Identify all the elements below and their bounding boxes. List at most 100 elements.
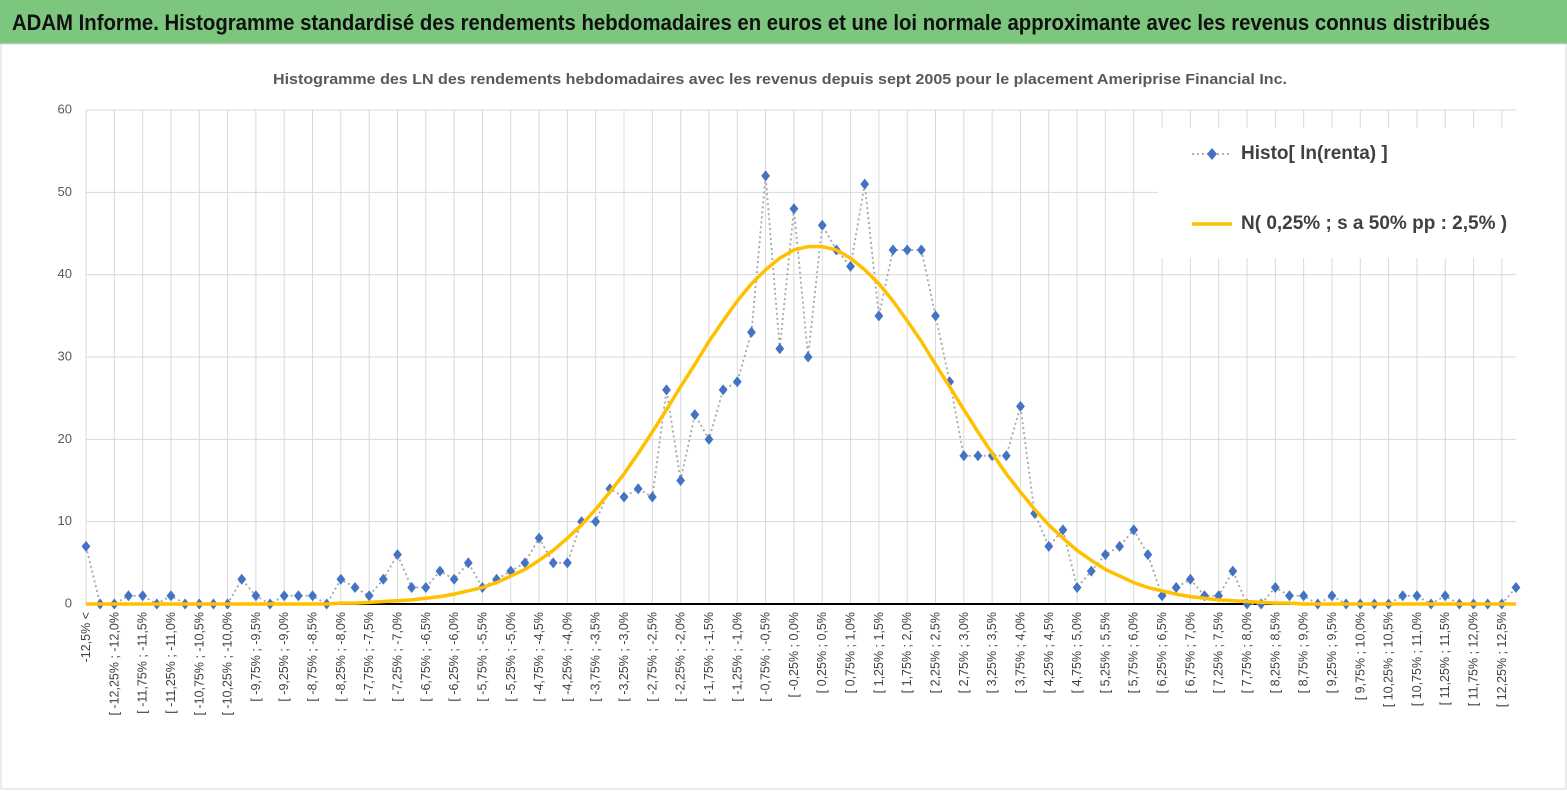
data-point	[1115, 540, 1124, 552]
data-point	[662, 384, 671, 396]
data-point	[1440, 590, 1450, 602]
y-tick-label: 10	[58, 513, 72, 528]
x-tick-label: [ -11,75% ; -11,5%	[136, 612, 150, 714]
data-point	[251, 590, 261, 602]
data-point	[138, 590, 148, 602]
legend-label: N( 0,25% ; s a 50% pp : 2,5% )	[1241, 213, 1507, 234]
data-point	[1086, 565, 1096, 577]
data-point	[336, 573, 346, 585]
y-tick-label: 0	[65, 595, 72, 610]
x-tick-label: [ -3,75% ; -3,5%	[589, 612, 603, 702]
x-tick-label: [ 6,25% ; 6,5%	[1155, 612, 1169, 693]
x-tick-label: [ -8,75% ; -8,5%	[306, 612, 320, 702]
x-tick-label: [ -10,25% ; -10,0%	[221, 612, 235, 716]
data-point	[308, 590, 317, 602]
data-point	[591, 516, 601, 528]
data-point	[1101, 549, 1110, 561]
x-tick-label: [ -7,75% ; -7,5%	[362, 612, 376, 702]
x-tick-label: [ 9,75% ; 10,0%	[1353, 612, 1367, 700]
data-point	[775, 343, 785, 355]
data-point	[718, 384, 728, 396]
x-tick-label: [ -2,25% ; -2,0%	[674, 612, 688, 702]
x-tick-label: [ 5,25% ; 5,5%	[1098, 612, 1112, 693]
data-point	[1044, 540, 1054, 552]
x-tick-label: [ 3,25% ; 3,5%	[985, 612, 999, 693]
data-point	[761, 170, 771, 182]
data-point	[647, 491, 657, 503]
data-point	[421, 582, 431, 594]
data-point	[1228, 565, 1238, 577]
y-tick-label: 60	[58, 101, 72, 116]
data-point	[166, 590, 176, 602]
data-point	[1171, 582, 1181, 594]
data-point	[704, 433, 714, 445]
data-point	[676, 475, 686, 486]
x-tick-label: [ -4,25% ; -4,0%	[560, 612, 574, 702]
header-title: ADAM Informe. Histogramme standardisé de…	[12, 10, 1490, 35]
x-tick-label: [ 10,25% ; 10,5%	[1382, 612, 1396, 707]
data-point	[860, 178, 870, 190]
legend-label: Histo[ ln(renta) ]	[1241, 143, 1388, 164]
x-tick-label: [ 11,75% ; 12,0%	[1467, 612, 1481, 706]
data-point	[916, 244, 926, 256]
x-tick-label: [ 11,25% ; 11,5%	[1438, 612, 1452, 705]
data-point	[1143, 549, 1153, 561]
data-point	[435, 565, 445, 577]
x-tick-label: [ 1,75% ; 2,0%	[900, 612, 914, 693]
data-point	[293, 590, 303, 602]
data-point	[1511, 582, 1521, 594]
data-point	[1285, 590, 1294, 602]
data-point	[817, 219, 827, 231]
data-point	[1270, 582, 1280, 594]
data-point	[846, 260, 855, 272]
x-tick-label: [ 8,25% ; 8,5%	[1268, 612, 1282, 693]
x-tick-label: [ 4,75% ; 5,0%	[1070, 612, 1084, 693]
x-tick-label: [ 10,75% ; 11,0%	[1410, 612, 1424, 706]
data-point	[534, 532, 544, 544]
data-point	[690, 409, 700, 421]
x-tick-label: [ -8,25% ; -8,0%	[334, 612, 348, 702]
y-tick-label: 30	[58, 348, 72, 363]
data-point	[1157, 590, 1167, 602]
x-tick-label: [ -1,75% ; -1,5%	[702, 612, 716, 702]
data-point	[237, 573, 247, 585]
data-point	[492, 573, 501, 585]
series-line	[86, 244, 1516, 606]
x-tick-label: [ -6,25% ; -6,0%	[447, 612, 461, 702]
x-tick-label: [ 3,75% ; 4,0%	[1013, 612, 1027, 693]
x-tick-label: [ -1,25% ; -1,0%	[730, 612, 744, 702]
data-point	[279, 590, 289, 602]
data-point	[1129, 524, 1139, 536]
data-point	[874, 310, 884, 322]
data-point	[1242, 598, 1252, 610]
data-point	[1299, 590, 1309, 602]
x-tick-label: [ -7,25% ; -7,0%	[390, 612, 404, 702]
x-tick-label: [ -10,75% ; -10,5%	[192, 612, 206, 716]
data-point	[449, 573, 459, 585]
x-tick-label: [ 9,25% ; 9,5%	[1325, 612, 1339, 693]
x-tick-label: [ 6,75% ; 7,0%	[1183, 612, 1197, 693]
data-point	[633, 483, 643, 495]
data-point	[789, 203, 799, 215]
data-point	[973, 450, 983, 462]
x-tick-label: [ -5,75% ; -5,5%	[475, 612, 489, 702]
x-tick-label: [ -9,25% ; -9,0%	[277, 612, 291, 702]
x-tick-label: [ 0,25% ; 0,5%	[815, 612, 829, 693]
data-point	[747, 326, 756, 338]
x-tick-label: [ -2,75% ; -2,5%	[645, 612, 659, 702]
data-point	[1030, 507, 1040, 519]
data-point	[959, 450, 969, 462]
data-point	[364, 590, 374, 602]
data-point	[548, 557, 558, 569]
chart-frame	[0, 43, 1567, 790]
data-point	[1001, 450, 1011, 462]
data-point	[732, 376, 742, 388]
data-point	[1412, 590, 1422, 602]
x-tick-label: [ 0,75% ; 1,0%	[844, 612, 858, 693]
data-point	[1398, 590, 1408, 602]
x-tick-label: [ -6,75% ; -6,5%	[419, 612, 433, 702]
x-tick-label: [ 12,25% ; 12,5%	[1495, 612, 1509, 707]
chart-title: Histogramme des LN des rendements hebdom…	[273, 71, 1287, 88]
